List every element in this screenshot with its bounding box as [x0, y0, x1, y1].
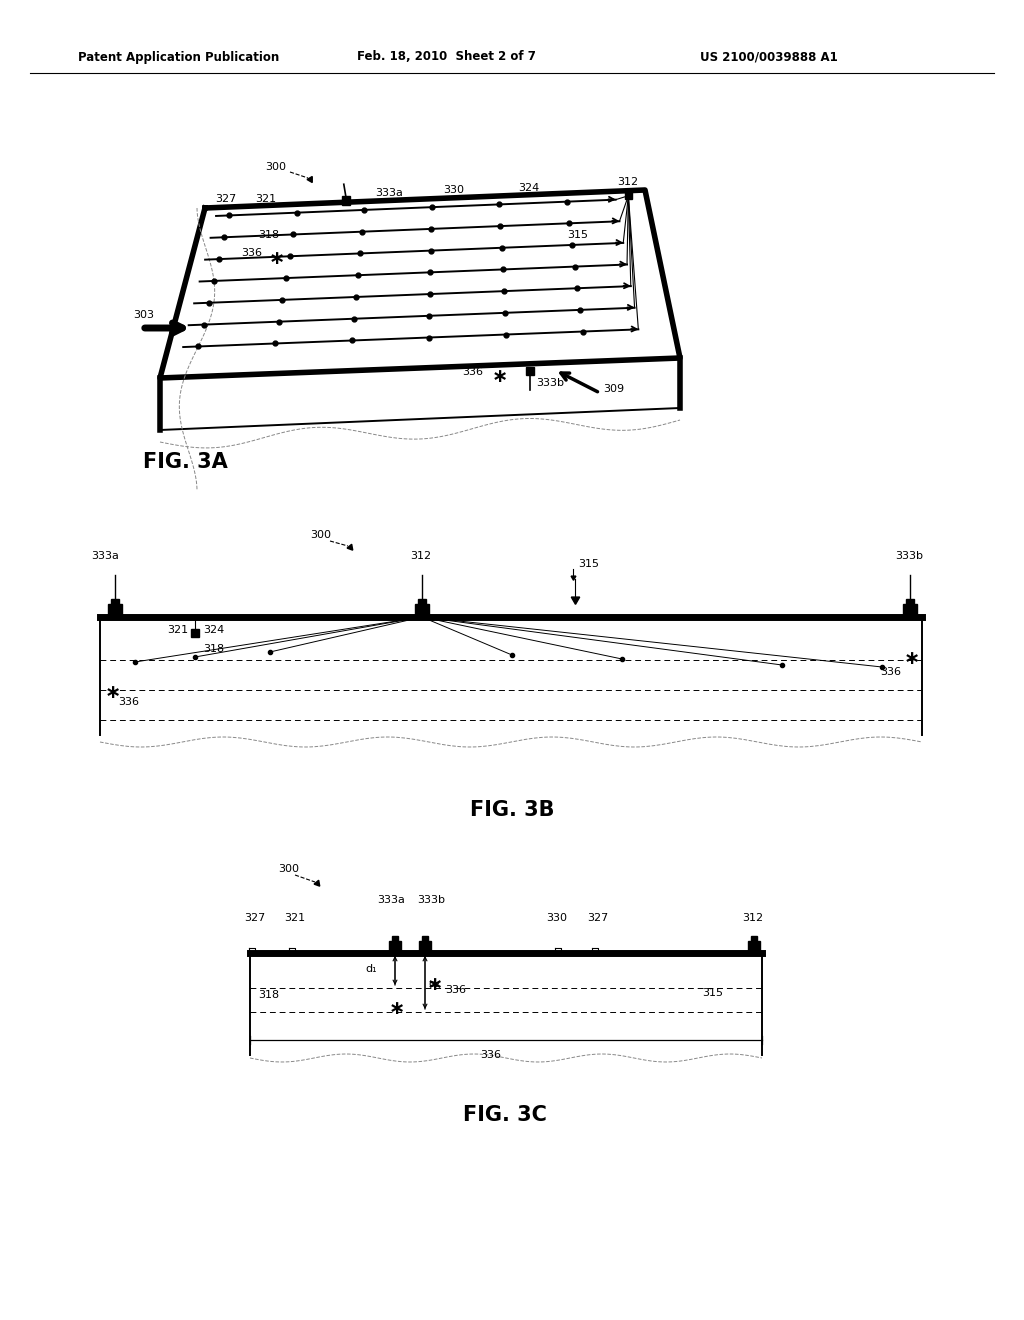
- Text: ∗: ∗: [904, 649, 921, 668]
- Bar: [751, 936, 757, 942]
- Text: 318: 318: [258, 230, 280, 240]
- Bar: [422, 936, 428, 942]
- Text: ∗: ∗: [389, 999, 406, 1019]
- Bar: [108, 605, 122, 614]
- Bar: [111, 599, 119, 605]
- Text: d₂: d₂: [428, 979, 439, 989]
- Text: 327: 327: [587, 913, 608, 923]
- Bar: [419, 941, 431, 950]
- Text: 336: 336: [445, 985, 466, 995]
- Text: 312: 312: [410, 550, 431, 561]
- Bar: [392, 936, 398, 942]
- Text: 336: 336: [480, 1049, 502, 1060]
- Text: 330: 330: [443, 185, 464, 195]
- Bar: [906, 599, 914, 605]
- Text: 315: 315: [567, 230, 588, 240]
- Text: 333b: 333b: [536, 378, 564, 388]
- Text: ∗: ∗: [427, 975, 443, 994]
- Text: 315: 315: [578, 558, 599, 569]
- Bar: [191, 630, 199, 638]
- Text: 333b: 333b: [895, 550, 923, 561]
- Text: 336: 336: [880, 667, 901, 677]
- Text: Feb. 18, 2010  Sheet 2 of 7: Feb. 18, 2010 Sheet 2 of 7: [357, 50, 536, 63]
- Bar: [526, 367, 534, 375]
- Bar: [418, 599, 426, 605]
- Bar: [625, 193, 632, 199]
- Text: 327: 327: [244, 913, 265, 923]
- Text: FIG. 3C: FIG. 3C: [463, 1105, 547, 1125]
- Text: 324: 324: [203, 624, 224, 635]
- Text: Patent Application Publication: Patent Application Publication: [78, 50, 280, 63]
- Text: 333b: 333b: [417, 895, 445, 906]
- Bar: [903, 605, 918, 614]
- Text: 336: 336: [462, 367, 483, 378]
- Text: 303: 303: [133, 310, 154, 319]
- Text: 330: 330: [546, 913, 567, 923]
- Text: ∗: ∗: [492, 367, 508, 387]
- Text: 336: 336: [241, 248, 262, 259]
- Text: 333a: 333a: [91, 550, 119, 561]
- Text: 318: 318: [258, 990, 280, 1001]
- Text: 300: 300: [265, 162, 286, 172]
- Text: 321: 321: [284, 913, 305, 923]
- Text: 309: 309: [603, 384, 624, 393]
- Text: 312: 312: [742, 913, 763, 923]
- Text: d₁: d₁: [366, 964, 377, 974]
- Text: 300: 300: [278, 865, 299, 874]
- Bar: [389, 941, 401, 950]
- Text: 321: 321: [255, 194, 276, 205]
- Text: 333a: 333a: [375, 187, 402, 198]
- Text: 300: 300: [310, 531, 331, 540]
- Text: 336: 336: [118, 697, 139, 708]
- Text: 333a: 333a: [377, 895, 404, 906]
- Text: FIG. 3A: FIG. 3A: [143, 451, 227, 473]
- Text: US 2100/0039888 A1: US 2100/0039888 A1: [700, 50, 838, 63]
- Text: 312: 312: [617, 177, 638, 187]
- Text: 321: 321: [167, 624, 188, 635]
- Text: ∗: ∗: [269, 249, 286, 268]
- Text: 324: 324: [518, 183, 540, 193]
- Text: 318: 318: [203, 644, 224, 653]
- Bar: [415, 605, 429, 614]
- Text: 315: 315: [702, 987, 723, 998]
- Text: FIG. 3B: FIG. 3B: [470, 800, 554, 820]
- Bar: [342, 197, 350, 205]
- Bar: [748, 941, 760, 950]
- Text: ∗: ∗: [105, 682, 122, 702]
- Text: 327: 327: [215, 194, 237, 205]
